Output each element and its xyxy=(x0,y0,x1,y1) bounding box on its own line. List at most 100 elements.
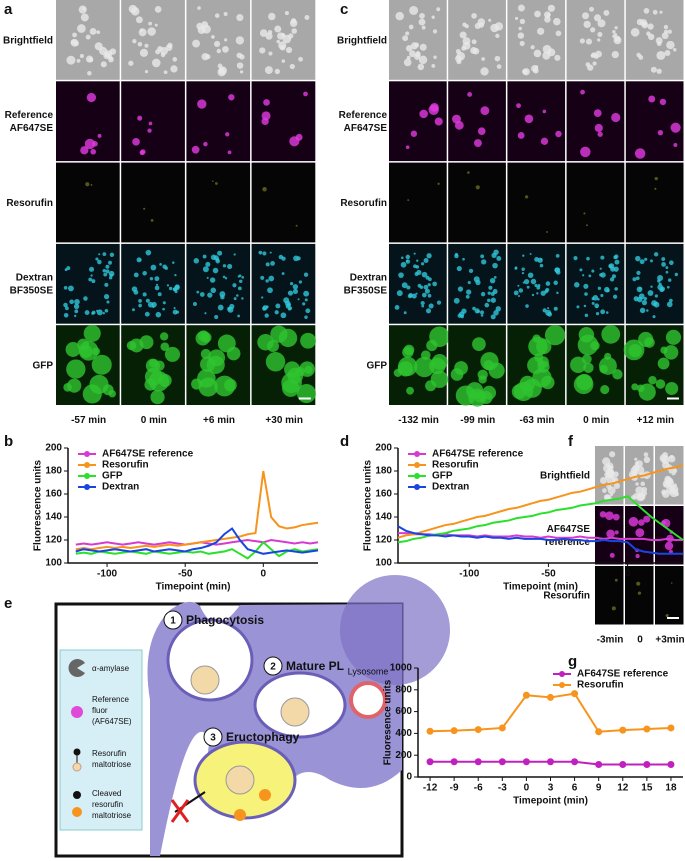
image-feature xyxy=(492,289,498,295)
image-feature xyxy=(236,62,244,69)
image-feature xyxy=(289,63,295,70)
image-feature xyxy=(462,41,471,50)
image-feature xyxy=(426,253,432,259)
image-feature xyxy=(215,182,218,185)
image-feature xyxy=(664,50,671,56)
x-tick-label: -3 xyxy=(498,783,507,794)
image-feature xyxy=(480,106,490,116)
image xyxy=(56,0,120,80)
image-feature xyxy=(241,276,245,279)
image-feature xyxy=(604,286,610,293)
image-feature xyxy=(634,457,638,461)
image-feature xyxy=(202,254,207,259)
image-feature xyxy=(495,33,500,38)
image-feature xyxy=(206,276,209,279)
image-feature xyxy=(279,45,286,51)
image-feature xyxy=(425,275,430,280)
image-feature xyxy=(477,127,486,136)
image-feature xyxy=(434,117,443,126)
image-feature xyxy=(278,254,284,260)
legend-box xyxy=(59,649,143,831)
image-feature xyxy=(494,55,501,62)
y-tick-label: 140 xyxy=(45,512,62,523)
step-circle xyxy=(263,656,283,676)
image-feature xyxy=(305,308,311,314)
image-feature xyxy=(480,291,486,297)
image-feature xyxy=(467,171,470,174)
image-feature xyxy=(423,284,429,290)
image-feature xyxy=(290,18,297,24)
image-feature xyxy=(663,24,669,30)
legend-swatch xyxy=(414,484,420,490)
image-feature xyxy=(157,292,162,297)
series-point xyxy=(643,725,651,733)
x-tick-label: -50 xyxy=(541,569,556,580)
image-feature xyxy=(493,276,497,279)
image-feature xyxy=(536,292,539,295)
image xyxy=(625,566,654,625)
legend-label: AF647SE reference xyxy=(432,449,524,460)
image-feature xyxy=(534,257,540,262)
image-feature xyxy=(525,304,529,308)
image-feature xyxy=(600,384,610,395)
time-label: -63 min xyxy=(519,415,554,426)
image-feature xyxy=(663,29,669,34)
image-feature xyxy=(297,298,300,301)
image-feature xyxy=(521,271,525,275)
image-feature xyxy=(514,16,519,21)
cleaved xyxy=(234,809,246,821)
image-feature xyxy=(269,251,272,254)
image-feature xyxy=(580,146,591,158)
time-label: -99 min xyxy=(460,415,495,426)
image-feature xyxy=(659,10,663,14)
axes xyxy=(397,448,683,564)
image-feature xyxy=(419,43,427,51)
image-feature xyxy=(415,51,421,58)
image-feature xyxy=(132,138,140,146)
image-feature xyxy=(95,257,99,261)
image-feature xyxy=(276,39,280,44)
image-feature xyxy=(614,287,618,291)
image-feature xyxy=(537,360,550,373)
image-feature xyxy=(654,176,658,181)
image-feature xyxy=(168,286,173,291)
image-feature xyxy=(148,121,153,126)
image-feature xyxy=(265,305,269,309)
image-feature xyxy=(495,306,501,312)
image-feature xyxy=(533,49,542,58)
image-feature xyxy=(237,286,242,291)
image-feature xyxy=(529,252,532,256)
image-feature xyxy=(591,301,595,305)
image-feature xyxy=(77,338,90,351)
image-feature xyxy=(653,252,659,257)
image-feature xyxy=(265,352,286,372)
image-feature xyxy=(405,254,411,260)
series-line xyxy=(75,470,319,551)
image-feature xyxy=(193,258,200,264)
row-label: AF647SE xyxy=(10,123,54,134)
image-feature xyxy=(165,44,173,52)
image-feature xyxy=(419,109,428,119)
image-feature xyxy=(418,55,428,65)
image-feature xyxy=(649,259,653,263)
image-feature xyxy=(633,296,639,302)
image-feature xyxy=(416,259,419,262)
image-feature xyxy=(427,293,432,298)
image-feature xyxy=(237,275,240,278)
image-feature xyxy=(553,17,561,26)
image-feature xyxy=(138,298,142,303)
image-feature xyxy=(487,291,492,295)
image-feature xyxy=(108,260,112,265)
image-feature xyxy=(556,291,559,295)
image-feature xyxy=(542,44,552,54)
image-feature xyxy=(453,297,460,304)
image-feature xyxy=(209,277,216,283)
image-feature xyxy=(166,284,170,287)
image-feature xyxy=(664,475,672,483)
image-feature xyxy=(261,111,271,121)
image-feature xyxy=(599,511,607,518)
step-number: 1 xyxy=(170,616,176,627)
image-feature xyxy=(544,325,566,346)
image-feature xyxy=(583,283,589,289)
image-feature xyxy=(150,264,157,271)
